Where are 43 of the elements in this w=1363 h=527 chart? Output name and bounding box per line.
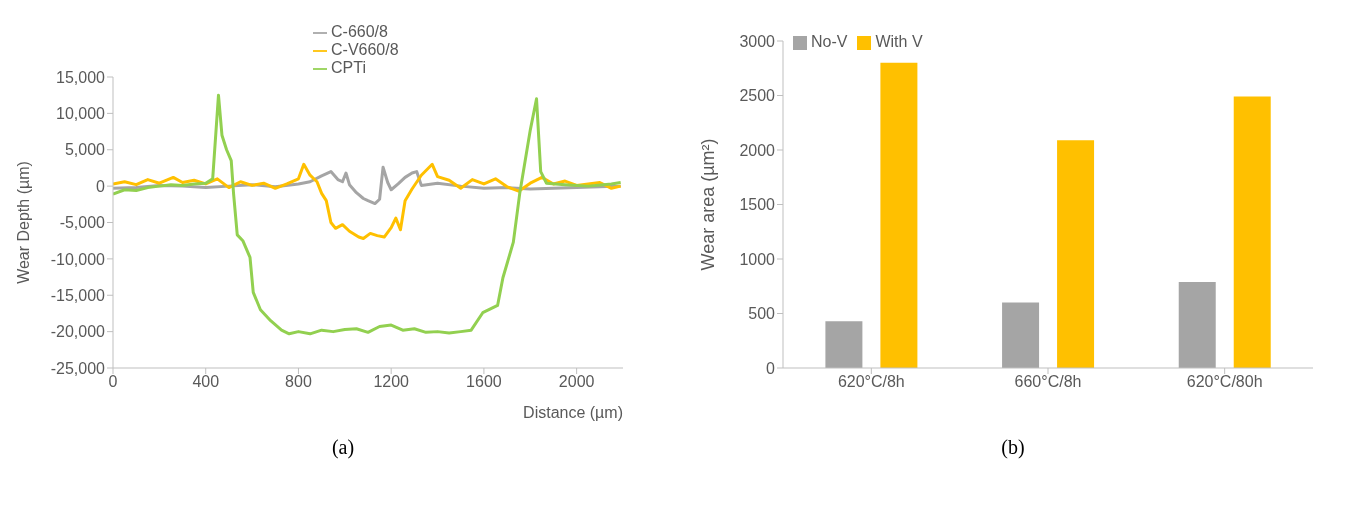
x-tick-label: 620°C/80h [1186, 373, 1263, 391]
text: (b) [1001, 436, 1025, 459]
text: (a) [331, 436, 355, 459]
y-tick-label: 3000 [739, 32, 776, 50]
legend-label: With V [875, 33, 923, 50]
y-tick-label: -15,000 [50, 286, 106, 304]
y-tick-label: 500 [748, 305, 776, 323]
y-tick-label: -25,000 [50, 359, 106, 377]
x-tick-label: 620°C/8h [837, 373, 905, 391]
y-tick-label: -5,000 [59, 214, 106, 232]
y-tick-label: 1000 [739, 250, 776, 268]
bar [1002, 302, 1040, 368]
bar [1178, 281, 1216, 368]
y-tick-label: -10,000 [50, 250, 106, 268]
legend-label: CPTi [331, 59, 366, 76]
x-tick-label: 660°C/8h [1014, 373, 1082, 391]
y-tick-label: 2500 [739, 87, 776, 105]
x-tick-label: 400 [192, 373, 220, 391]
y-tick-label: -20,000 [50, 323, 106, 341]
x-tick-label: 1200 [373, 373, 410, 391]
y-tick-label: 5,000 [64, 141, 106, 159]
line-series [113, 162, 623, 241]
x-tick-label: 800 [285, 373, 312, 391]
bar [1057, 140, 1095, 368]
y-axis-title: Wear area (µm²) [698, 138, 719, 271]
legend-label: No-V [811, 33, 848, 50]
y-tick-label: 1500 [739, 196, 776, 214]
y-tick-label: 10,000 [56, 105, 106, 123]
y-tick-label: 0 [766, 359, 776, 377]
y-tick-label: 15,000 [56, 68, 106, 86]
x-tick-label: 1600 [466, 373, 502, 391]
legend-label: C-V660/8 [331, 41, 399, 58]
legend-label: C-660/8 [331, 23, 388, 40]
y-axis-title: Wear Depth (µm) [14, 161, 32, 284]
bar [880, 62, 918, 368]
y-tick-label: 0 [96, 177, 106, 195]
bar [1233, 96, 1271, 368]
bar [825, 321, 863, 368]
x-tick-label: 0 [108, 373, 118, 391]
line-series [113, 93, 623, 336]
x-axis-title: Distance (µm) [523, 404, 623, 421]
y-tick-label: 2000 [739, 141, 776, 159]
x-tick-label: 2000 [558, 373, 595, 391]
